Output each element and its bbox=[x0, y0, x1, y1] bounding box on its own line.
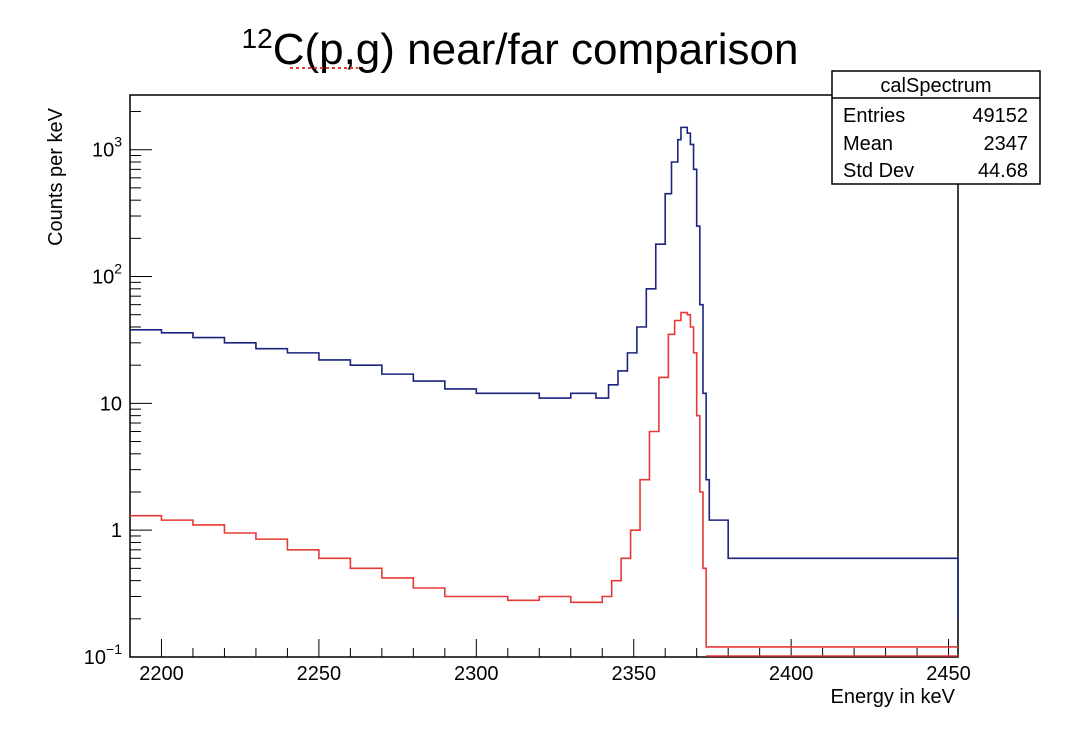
chart-title: 12C(p,g) near/far comparison bbox=[242, 23, 799, 74]
stats-box: calSpectrum Entries 49152 Mean 2347 Std … bbox=[831, 70, 1041, 185]
stats-box-title: calSpectrum bbox=[880, 75, 991, 97]
x-tick-label: 2350 bbox=[611, 663, 656, 685]
y-tick-exponent: −1 bbox=[106, 641, 122, 657]
y-tick-base: 1 bbox=[111, 520, 122, 542]
chart-title-superscript: 12 bbox=[242, 23, 273, 54]
x-tick-label: 2250 bbox=[297, 663, 342, 685]
y-tick-base: 10 bbox=[92, 140, 114, 162]
y-axis-label: Counts per keV bbox=[45, 107, 67, 246]
stats-entries-label: Entries bbox=[843, 105, 905, 127]
stats-mean-label: Mean bbox=[843, 133, 893, 155]
stats-stddev-value: 44.68 bbox=[978, 160, 1028, 182]
x-axis-label: Energy in keV bbox=[830, 686, 955, 708]
y-tick-label: 10−1 bbox=[84, 641, 122, 669]
x-tick-label: 2400 bbox=[769, 663, 814, 685]
y-tick-label: 1 bbox=[111, 520, 122, 542]
y-tick-label: 10 bbox=[100, 393, 122, 415]
chart-title-main: C(p,g) near/far comparison bbox=[273, 25, 799, 74]
y-tick-exponent: 2 bbox=[114, 261, 122, 277]
stats-entries-value: 49152 bbox=[972, 105, 1028, 127]
x-tick-label: 2300 bbox=[454, 663, 499, 685]
y-tick-label: 102 bbox=[92, 261, 122, 289]
y-tick-base: 10 bbox=[92, 267, 114, 289]
stats-mean-value: 2347 bbox=[984, 133, 1029, 155]
series-line-1 bbox=[130, 311, 958, 648]
series-line-0 bbox=[130, 126, 959, 619]
x-tick-label: 2200 bbox=[139, 663, 184, 685]
x-tick-label: 2450 bbox=[926, 663, 971, 685]
stats-stddev-label: Std Dev bbox=[843, 160, 914, 182]
plot-frame bbox=[129, 94, 959, 658]
y-tick-label: 103 bbox=[92, 134, 122, 162]
y-tick-base: 10 bbox=[84, 647, 106, 669]
y-tick-base: 10 bbox=[100, 393, 122, 415]
stats-box-frame bbox=[831, 70, 1041, 185]
y-tick-exponent: 3 bbox=[114, 134, 122, 150]
